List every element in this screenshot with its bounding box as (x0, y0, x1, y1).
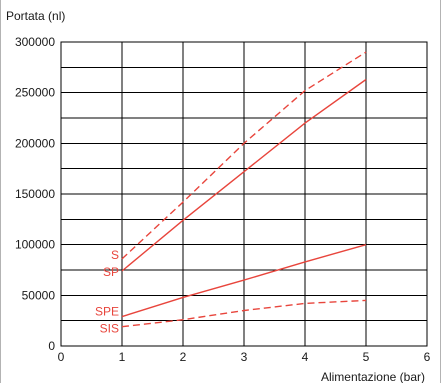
x-tick-label: 2 (180, 350, 187, 364)
x-tick-label: 0 (58, 350, 65, 364)
series-line-spe (121, 244, 367, 318)
x-tick-label: 5 (363, 350, 370, 364)
series-lines (121, 51, 367, 328)
series-label-sis: SIS (100, 322, 119, 336)
series-labels: S SP SPE SIS (95, 248, 119, 336)
grid (60, 41, 428, 347)
x-tick-label: 1 (119, 350, 126, 364)
series-line-sis (121, 299, 367, 328)
series-line-s (121, 51, 367, 260)
series-label-s: S (111, 248, 119, 262)
series-line-sp (121, 78, 367, 272)
y-tick-label: 50000 (22, 288, 56, 302)
series-label-spe: SPE (95, 305, 119, 319)
y-tick-label: 150000 (15, 187, 55, 201)
y-tick-label: 200000 (15, 136, 55, 150)
y-tick-label: 250000 (15, 86, 55, 100)
y-tick-label: 100000 (15, 238, 55, 252)
x-tick-label: 6 (424, 350, 431, 364)
y-axis-title: Portata (nl) (6, 9, 65, 23)
series-label-sp: SP (103, 265, 119, 279)
y-tick-label: 300000 (15, 35, 55, 49)
plot-area-border (60, 41, 428, 347)
x-axis-title: Alimentazione (bar) (321, 370, 425, 383)
x-tick-label: 4 (302, 350, 309, 364)
tick-labels: 0 1 2 3 4 5 6 0 50000 100000 150000 200000 250000 300… (15, 35, 431, 364)
y-tick-label: 0 (48, 339, 55, 353)
x-tick-label: 3 (241, 350, 248, 364)
